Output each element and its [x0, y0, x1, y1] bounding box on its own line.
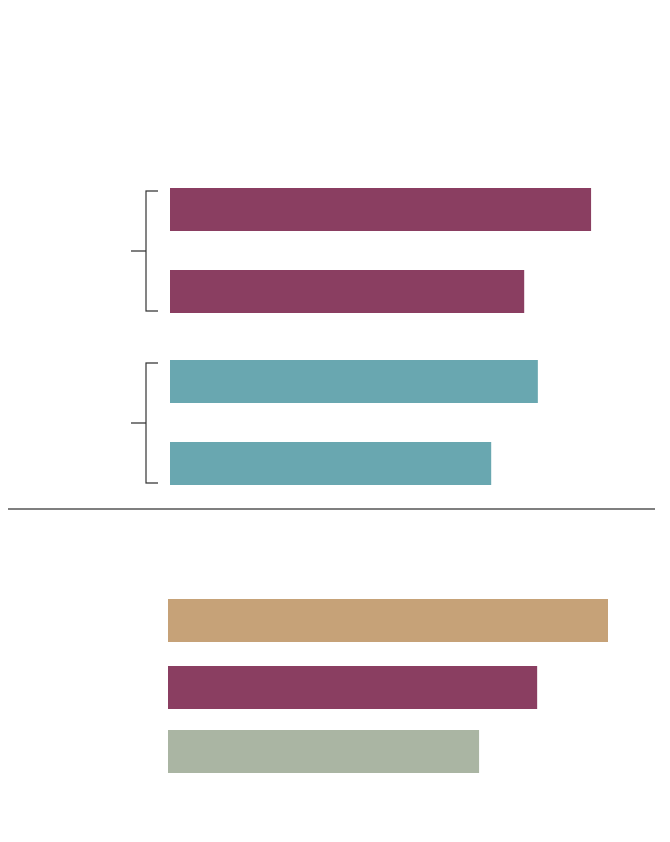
bar-2	[168, 666, 538, 709]
bar-group-1-1	[170, 188, 592, 231]
bar-1	[168, 599, 608, 642]
bar-group-2-2	[170, 442, 492, 485]
bottom-panel	[168, 599, 608, 773]
bar-3	[168, 730, 480, 773]
bar-group-2-1	[170, 360, 538, 403]
group-bracket-2	[131, 362, 158, 484]
group-bracket-1	[131, 190, 158, 312]
top-panel	[131, 188, 592, 485]
bar-group-1-2	[170, 270, 525, 313]
